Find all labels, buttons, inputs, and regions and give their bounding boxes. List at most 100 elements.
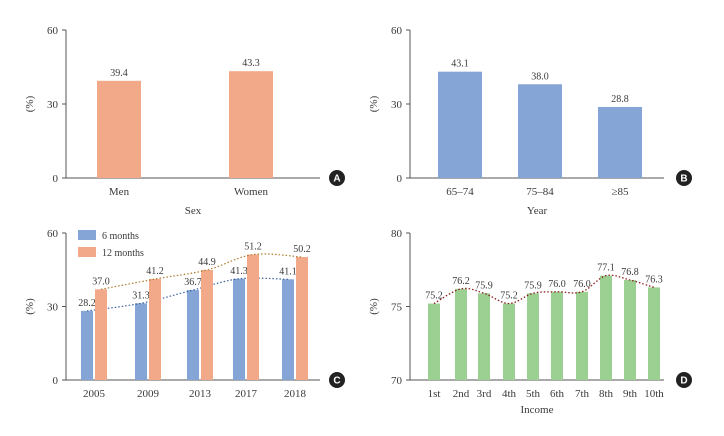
bar-4th bbox=[503, 303, 515, 380]
bar-value-label: 28.2 bbox=[78, 298, 96, 309]
bar-6-months-2009 bbox=[135, 303, 147, 380]
y-axis-title: (%) bbox=[24, 95, 36, 112]
bar-8th bbox=[600, 275, 612, 380]
y-tick-label: 0 bbox=[53, 173, 59, 185]
bar-value-label: 50.2 bbox=[293, 244, 311, 255]
bar-9th bbox=[624, 280, 636, 380]
bar-12-months-2005 bbox=[95, 289, 107, 380]
bar-value-label: 41.2 bbox=[146, 266, 164, 277]
y-tick-label: 60 bbox=[391, 25, 403, 37]
trend-line bbox=[433, 274, 655, 305]
bar-6th bbox=[551, 291, 563, 380]
bar-value-label: 76.3 bbox=[645, 274, 663, 285]
bar-12-months-2009 bbox=[149, 279, 161, 380]
panel-badge-a: A bbox=[329, 170, 345, 186]
trend-line-12-months bbox=[100, 253, 303, 290]
x-tick-label: 3rd bbox=[477, 388, 492, 400]
bar-value-label: 28.8 bbox=[611, 94, 629, 105]
y-tick-label: 30 bbox=[47, 99, 59, 111]
panel-badge-b: B bbox=[676, 170, 692, 186]
panel-badge-c: C bbox=[329, 372, 345, 388]
y-tick-label: 60 bbox=[47, 25, 59, 37]
bar-Women bbox=[229, 71, 273, 178]
panel-badge-circle bbox=[676, 170, 692, 186]
panel-d: 70 75 80 (%) 1st 2nd 3rd 4th 5th 6th 7th 8th 9th 10th… bbox=[368, 228, 692, 416]
bar-value-label: 76.2 bbox=[452, 276, 470, 287]
y-tick-label: 0 bbox=[397, 173, 403, 185]
bar-value-label: 38.0 bbox=[531, 71, 549, 82]
x-tick-label: ≥85 bbox=[611, 186, 629, 198]
bar-2nd bbox=[455, 288, 467, 380]
bar-value-label: 43.1 bbox=[451, 59, 469, 70]
bar-value-label: 37.0 bbox=[92, 276, 110, 287]
bar-value-label: 41.1 bbox=[279, 266, 297, 277]
bar-value-label: 75.9 bbox=[524, 280, 542, 291]
legend-label: 6 months bbox=[102, 231, 139, 242]
x-tick-label: 5th bbox=[526, 388, 541, 400]
bar-value-label: 77.1 bbox=[597, 263, 615, 274]
panel-a: 0 30 60 (%) Men Women Sex 39.4 43.3 A bbox=[24, 25, 345, 217]
bar-6-months-2013 bbox=[187, 290, 199, 380]
bar-value-label: 44.9 bbox=[198, 257, 216, 268]
bar-value-label: 41.3 bbox=[230, 266, 248, 277]
bar-value-label: 75.2 bbox=[500, 291, 518, 302]
panel-badge-letter: D bbox=[680, 376, 687, 387]
bar-value-label: 43.3 bbox=[242, 58, 260, 69]
bar-value-label: 75.9 bbox=[475, 280, 493, 291]
panel-badge-letter: A bbox=[333, 174, 340, 185]
bar-12-months-2013 bbox=[201, 269, 213, 380]
y-tick-label: 30 bbox=[391, 99, 403, 111]
bar-6-months-2017 bbox=[233, 278, 245, 380]
x-tick-label: 8th bbox=[599, 388, 614, 400]
bar-value-label: 76.0 bbox=[548, 279, 566, 290]
x-tick-label: 6th bbox=[550, 388, 565, 400]
bar-value-label: 75.2 bbox=[425, 291, 443, 302]
x-tick-label: 2nd bbox=[453, 388, 470, 400]
x-tick-label: 2009 bbox=[137, 388, 160, 400]
bar-75–84 bbox=[518, 84, 562, 178]
bar-12-months-2017 bbox=[247, 254, 259, 380]
y-tick-label: 75 bbox=[391, 302, 403, 314]
legend-swatch bbox=[78, 230, 96, 240]
y-tick-label: 0 bbox=[53, 375, 59, 387]
bar-7th bbox=[576, 291, 588, 380]
x-tick-label: Women bbox=[234, 186, 268, 198]
panel-badge-letter: C bbox=[333, 376, 340, 387]
bar-12-months-2018 bbox=[296, 257, 308, 380]
x-tick-label: 2005 bbox=[83, 388, 106, 400]
bar-5th bbox=[527, 293, 539, 380]
bar-65–74 bbox=[438, 71, 482, 178]
x-tick-label: 9th bbox=[623, 388, 638, 400]
panel-badge-d: D bbox=[676, 372, 692, 388]
bar-≥85 bbox=[598, 106, 642, 178]
bar-1st bbox=[428, 303, 440, 380]
x-axis-title: Sex bbox=[185, 205, 202, 217]
bar-value-label: 39.4 bbox=[110, 68, 128, 79]
panel-b: 0 30 60 (%) 65–74 75–84 ≥85 Year 43.1 38.0 28.8 B bbox=[368, 25, 692, 217]
x-tick-label: 65–74 bbox=[446, 186, 474, 198]
x-tick-label: 1st bbox=[428, 388, 441, 400]
bar-value-label: 36.7 bbox=[184, 277, 202, 288]
x-tick-label: 7th bbox=[575, 388, 590, 400]
x-tick-label: 10th bbox=[644, 388, 664, 400]
legend-swatch bbox=[78, 247, 96, 257]
y-axis-title: (%) bbox=[24, 298, 36, 315]
panel-badge-letter: B bbox=[680, 174, 687, 185]
x-tick-label: 75–84 bbox=[526, 186, 554, 198]
x-tick-label: Men bbox=[109, 186, 130, 198]
panel-c: 0 30 60 (%) 2005 2009 2013 2017 2018 28.2 31.3 36.7… bbox=[24, 228, 345, 400]
x-tick-label: 2018 bbox=[284, 388, 307, 400]
bar-3rd bbox=[478, 293, 490, 380]
x-tick-label: 2013 bbox=[189, 388, 212, 400]
bar-value-label: 76.0 bbox=[573, 279, 591, 290]
y-tick-label: 80 bbox=[391, 228, 403, 240]
bar-value-label: 31.3 bbox=[132, 290, 150, 301]
y-tick-label: 70 bbox=[391, 375, 403, 387]
legend-label: 12 months bbox=[102, 248, 144, 259]
bar-value-label: 51.2 bbox=[244, 242, 262, 253]
x-axis-title: Income bbox=[521, 404, 554, 416]
y-axis-title: (%) bbox=[368, 95, 380, 112]
bar-Men bbox=[97, 80, 141, 178]
y-axis-title: (%) bbox=[368, 298, 380, 315]
